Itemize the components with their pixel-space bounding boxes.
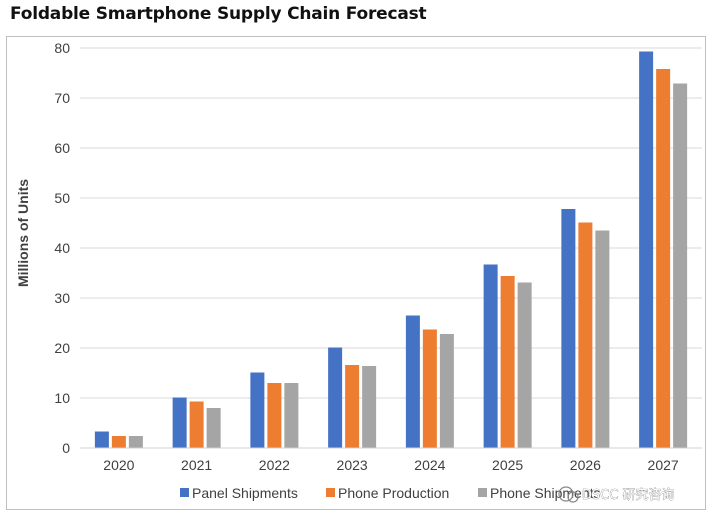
bar-phone-production-2022 xyxy=(267,383,282,448)
bars xyxy=(94,51,688,448)
bar-phone-production-2021 xyxy=(189,401,204,448)
legend-label: Panel Shipments xyxy=(192,485,298,501)
bar-phone-shipments-2023 xyxy=(362,366,377,448)
x-tick-label: 2021 xyxy=(181,457,212,473)
bar-phone-shipments-2020 xyxy=(128,436,143,448)
bar-panel-shipments-2021 xyxy=(172,397,187,448)
bar-phone-shipments-2025 xyxy=(517,282,532,448)
bar-panel-shipments-2027 xyxy=(639,51,654,448)
x-tick-label: 2023 xyxy=(337,457,368,473)
bar-panel-shipments-2025 xyxy=(483,264,498,448)
y-tick-label: 50 xyxy=(54,190,70,206)
watermark: DSCC 研究咨询 xyxy=(558,486,675,503)
y-tick-label: 20 xyxy=(54,340,70,356)
chart-title: Foldable Smartphone Supply Chain Forecas… xyxy=(10,4,427,24)
legend-swatch xyxy=(478,488,487,497)
bar-phone-shipments-2026 xyxy=(595,230,610,448)
y-tick-label: 40 xyxy=(54,240,70,256)
watermark-text: DSCC 研究咨询 xyxy=(582,488,675,503)
legend-swatch xyxy=(326,488,335,497)
legend-swatch xyxy=(180,488,189,497)
bar-phone-production-2026 xyxy=(578,222,593,448)
x-tick-label: 2022 xyxy=(259,457,290,473)
bar-phone-production-2023 xyxy=(345,365,360,448)
bar-panel-shipments-2024 xyxy=(405,315,420,448)
bar-phone-production-2020 xyxy=(111,436,126,448)
x-tick-label: 2027 xyxy=(648,457,679,473)
legend-item-phone-production: Phone Production xyxy=(326,485,449,501)
bar-phone-shipments-2021 xyxy=(206,408,221,448)
x-tick-label: 2024 xyxy=(414,457,445,473)
bar-panel-shipments-2020 xyxy=(94,431,109,448)
y-tick-label: 70 xyxy=(54,90,70,106)
bar-phone-production-2024 xyxy=(422,329,437,448)
y-tick-label: 0 xyxy=(62,440,70,456)
y-tick-label: 60 xyxy=(54,140,70,156)
legend: Panel Shipments Phone Production Phone Shi… xyxy=(180,485,601,501)
y-tick-label: 80 xyxy=(54,40,70,56)
bar-panel-shipments-2022 xyxy=(250,372,265,448)
bar-phone-shipments-2024 xyxy=(439,334,454,448)
y-tick-label: 10 xyxy=(54,390,70,406)
bar-phone-production-2027 xyxy=(656,69,671,448)
x-tick-label: 2025 xyxy=(492,457,523,473)
chart-frame xyxy=(6,36,706,510)
bar-phone-shipments-2022 xyxy=(284,383,299,448)
x-tick-label: 2020 xyxy=(103,457,134,473)
y-axis-label: Millions of Units xyxy=(15,179,31,287)
x-axis-ticks: 2020 2021 2022 2023 2024 2025 2026 2027 xyxy=(103,457,679,473)
bar-panel-shipments-2023 xyxy=(328,347,343,448)
bar-phone-shipments-2027 xyxy=(673,83,688,448)
legend-label: Phone Production xyxy=(338,485,449,501)
y-axis-ticks: 0 10 20 30 40 50 60 70 80 xyxy=(54,40,70,456)
x-tick-label: 2026 xyxy=(570,457,601,473)
y-tick-label: 30 xyxy=(54,290,70,306)
legend-item-panel-shipments: Panel Shipments xyxy=(180,485,298,501)
bar-panel-shipments-2026 xyxy=(561,209,576,448)
bar-phone-production-2025 xyxy=(500,276,515,448)
